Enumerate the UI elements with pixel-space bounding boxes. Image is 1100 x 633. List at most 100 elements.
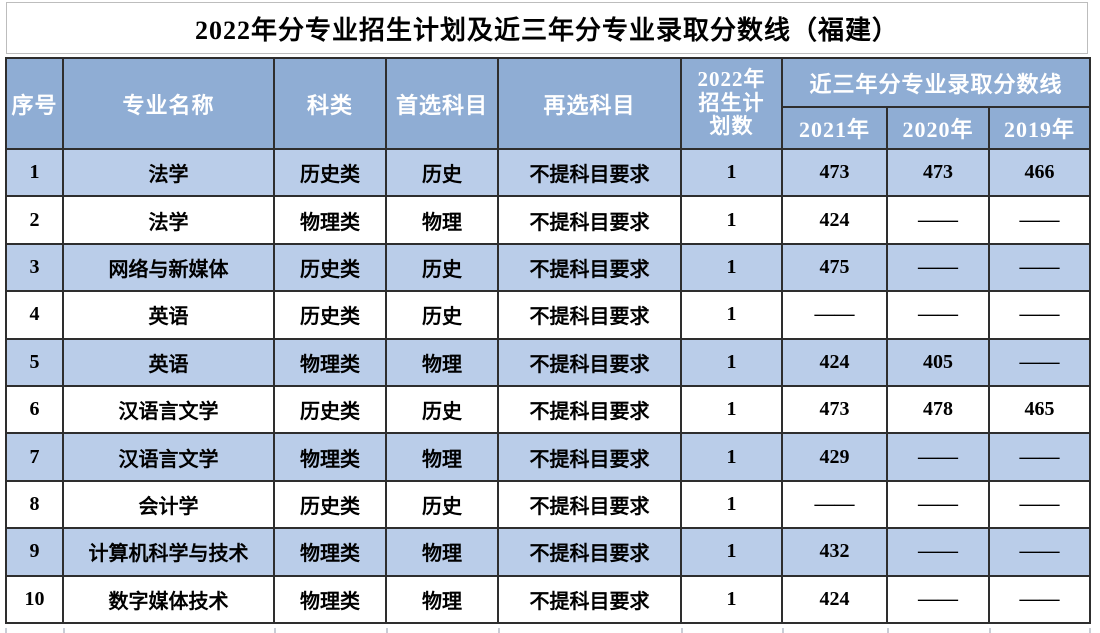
table-row: 7 汉语言文学 物理类 物理 不提科目要求 1 429 —— —— — [5, 432, 1092, 482]
cell-score-2020: 405 — [886, 337, 990, 387]
cell-category: 物理类 — [273, 195, 387, 245]
cell-category: 历史类 — [273, 384, 387, 435]
col-header-index: 序号 — [5, 57, 64, 150]
cell-plan: 1 — [680, 432, 783, 482]
cell-score-2020: 473 — [886, 147, 990, 198]
cutoff-row-gridline — [5, 628, 7, 633]
cell-first-subject: 历史 — [385, 384, 499, 435]
cell-first-subject: 历史 — [385, 147, 499, 198]
cutoff-row-gridline — [274, 628, 276, 633]
cell-category: 历史类 — [273, 479, 387, 530]
cell-major: 英语 — [62, 290, 275, 340]
cell-plan: 1 — [680, 384, 783, 435]
cell-second-subject: 不提科目要求 — [497, 195, 682, 245]
cell-major: 网络与新媒体 — [62, 242, 275, 293]
col-header-second-subject: 再选科目 — [497, 57, 682, 150]
cell-second-subject: 不提科目要求 — [497, 384, 682, 435]
cutoff-row-gridline — [989, 628, 991, 633]
table-row: 9 计算机科学与技术 物理类 物理 不提科目要求 1 432 —— —— — [5, 527, 1092, 577]
cell-plan: 1 — [680, 527, 783, 577]
cell-second-subject: 不提科目要求 — [497, 290, 682, 340]
cell-first-subject: 物理 — [385, 574, 499, 624]
table-row: 1 法学 历史类 历史 不提科目要求 1 473 473 466 — [5, 147, 1092, 198]
table-header: 序号 专业名称 科类 首选科目 再选科目 2022年 招生计 划数 近三年分专业… — [5, 57, 1092, 150]
cell-score-2021: —— — [781, 479, 888, 530]
cell-major: 汉语言文学 — [62, 432, 275, 482]
cell-score-2019: —— — [987, 527, 1092, 577]
col-header-2021: 2021年 — [781, 106, 888, 150]
col-header-2020: 2020年 — [886, 106, 990, 150]
admission-score-table: 序号 专业名称 科类 首选科目 再选科目 2022年 招生计 划数 近三年分专业… — [5, 57, 1092, 624]
table-row: 8 会计学 历史类 历史 不提科目要求 1 —— —— —— — [5, 479, 1092, 530]
cell-category: 物理类 — [273, 337, 387, 387]
cutoff-row-gridline — [386, 628, 388, 633]
col-header-plan-2022: 2022年 招生计 划数 — [680, 57, 783, 150]
col-header-scores-group: 近三年分专业录取分数线 — [780, 57, 1092, 108]
col-header-major: 专业名称 — [62, 57, 275, 150]
cell-score-2021: 424 — [781, 574, 888, 624]
cell-plan: 1 — [680, 479, 783, 530]
cell-first-subject: 物理 — [385, 527, 499, 577]
cell-first-subject: 物理 — [385, 432, 499, 482]
cell-major: 法学 — [62, 195, 275, 245]
cutoff-row-gridline — [1089, 628, 1091, 633]
cell-score-2019: 465 — [987, 384, 1092, 435]
cell-second-subject: 不提科目要求 — [497, 432, 682, 482]
cell-plan: 1 — [680, 337, 783, 387]
cell-second-subject: 不提科目要求 — [497, 337, 682, 387]
cell-score-2020: —— — [886, 290, 990, 340]
cutoff-row-gridline — [681, 628, 683, 633]
cell-plan: 1 — [680, 195, 783, 245]
cell-score-2019: —— — [987, 337, 1092, 387]
table-row: 2 法学 物理类 物理 不提科目要求 1 424 —— —— — [5, 195, 1092, 245]
cell-major: 汉语言文学 — [62, 384, 275, 435]
cell-score-2021: 473 — [781, 384, 888, 435]
cell-index: 1 — [5, 147, 64, 198]
cell-first-subject: 历史 — [385, 242, 499, 293]
cell-index: 5 — [5, 337, 64, 387]
header-row-2: 2021年 2020年 2019年 — [6, 106, 1092, 150]
table-body: 1 法学 历史类 历史 不提科目要求 1 473 473 466 2 法学 物理类 物理 不提科目要求 1 4… — [5, 147, 1092, 624]
cell-major: 会计学 — [62, 479, 275, 530]
cell-first-subject: 物理 — [385, 337, 499, 387]
table-row: 4 英语 历史类 历史 不提科目要求 1 —— —— —— — [5, 290, 1092, 340]
table-row: 3 网络与新媒体 历史类 历史 不提科目要求 1 475 —— —— — [5, 242, 1092, 293]
cell-first-subject: 历史 — [385, 479, 499, 530]
cell-score-2019: —— — [987, 432, 1092, 482]
cell-second-subject: 不提科目要求 — [497, 527, 682, 577]
cell-plan: 1 — [680, 290, 783, 340]
cell-score-2019: —— — [987, 574, 1092, 624]
cell-index: 4 — [5, 290, 64, 340]
cell-score-2021: 429 — [781, 432, 888, 482]
cell-score-2021: 424 — [781, 195, 888, 245]
cell-category: 历史类 — [273, 242, 387, 293]
cell-category: 物理类 — [273, 432, 387, 482]
cell-major: 英语 — [62, 337, 275, 387]
cell-index: 7 — [5, 432, 64, 482]
cell-index: 3 — [5, 242, 64, 293]
cell-category: 物理类 — [273, 574, 387, 624]
table-row: 10 数字媒体技术 物理类 物理 不提科目要求 1 424 —— —— — [5, 574, 1092, 624]
cell-second-subject: 不提科目要求 — [497, 147, 682, 198]
col-header-2019: 2019年 — [987, 106, 1092, 150]
cell-score-2019: —— — [987, 479, 1092, 530]
cell-index: 8 — [5, 479, 64, 530]
cell-first-subject: 历史 — [385, 290, 499, 340]
table-row: 6 汉语言文学 历史类 历史 不提科目要求 1 473 478 465 — [5, 384, 1092, 435]
cell-second-subject: 不提科目要求 — [497, 242, 682, 293]
cell-score-2021: 432 — [781, 527, 888, 577]
cutoff-row-gridline — [63, 628, 65, 633]
col-header-category: 科类 — [273, 57, 387, 150]
cell-index: 9 — [5, 527, 64, 577]
col-header-first-subject: 首选科目 — [385, 57, 499, 150]
cell-score-2020: —— — [886, 574, 990, 624]
cell-index: 10 — [5, 574, 64, 624]
cell-score-2020: —— — [886, 432, 990, 482]
cell-second-subject: 不提科目要求 — [497, 479, 682, 530]
cell-category: 物理类 — [273, 527, 387, 577]
cell-index: 6 — [5, 384, 64, 435]
cell-first-subject: 物理 — [385, 195, 499, 245]
header-row-1: 序号 专业名称 科类 首选科目 再选科目 2022年 招生计 划数 近三年分专业… — [5, 57, 1092, 150]
cell-score-2020: —— — [886, 527, 990, 577]
